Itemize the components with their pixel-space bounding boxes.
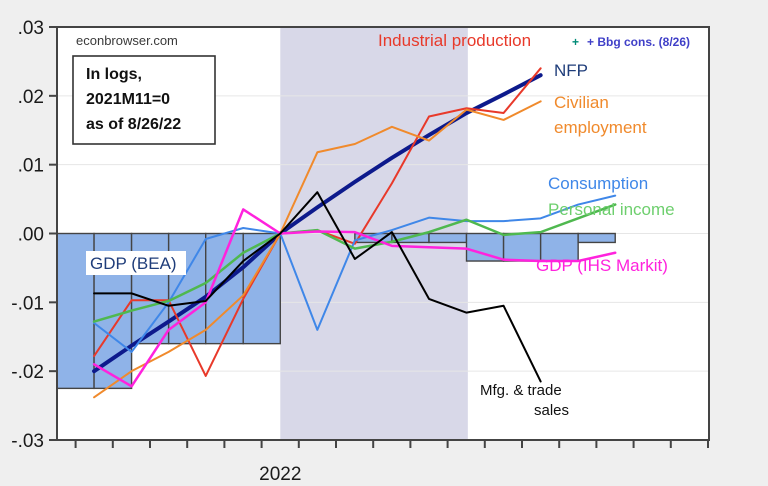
- series-path-civilian_employment: [93, 100, 542, 399]
- note-box-frame: [72, 55, 216, 145]
- x-axis-ticks: 2022: [74, 440, 709, 485]
- bbg-plus-icon: +: [572, 35, 579, 49]
- x-tick-label: 2022: [259, 464, 301, 485]
- gdp-bea-label-bg: [86, 251, 186, 275]
- gdp-bea-bar: [465, 232, 505, 262]
- plot-border: [56, 26, 710, 441]
- series-path-gdp_ihs_markit: [92, 208, 617, 388]
- series-path-mfg_trade_sales: [93, 191, 542, 383]
- gdp-bea-bar: [577, 232, 616, 244]
- label-mfg-trade-sales-2: sales: [534, 402, 569, 419]
- label-consumption: Consumption: [548, 174, 648, 193]
- label-civilian-employment-2: employment: [554, 118, 647, 137]
- series-path-nfp: [92, 73, 543, 374]
- label-gdp-ihs-markit: GDP (IHS Markit): [536, 256, 668, 275]
- y-tick-label: .00: [18, 225, 44, 246]
- series-path-consumption: [93, 194, 617, 353]
- gdp-bea-bar: [539, 232, 579, 262]
- gdp-bea-bar: [428, 232, 468, 244]
- note-line-1: In logs,: [86, 66, 142, 83]
- label-mfg-trade-sales-1: Mfg. & trade: [480, 382, 562, 399]
- y-tick-label: -.02: [11, 362, 44, 383]
- series-path-personal_income: [92, 203, 617, 323]
- label-nfp: NFP: [554, 61, 588, 80]
- site-watermark: econbrowser.com: [76, 33, 178, 48]
- label-bbg-consensus: + Bbg cons. (8/26): [587, 35, 690, 49]
- label-gdp-bea: GDP (BEA): [90, 254, 177, 273]
- gdp-bea-label-group: GDP (BEA): [86, 251, 186, 275]
- label-industrial-production: Industrial production: [378, 31, 531, 50]
- y-tick-label: .01: [18, 156, 44, 177]
- y-axis-ticks: .03 .02 .01 .00 -.01 -.02 -.03: [11, 18, 57, 452]
- note-box: In logs, 2021M11=0 as of 8/26/22: [72, 55, 216, 145]
- y-tick-label: -.03: [11, 431, 44, 452]
- note-line-3: as of 8/26/22: [86, 116, 181, 133]
- y-tick-label: -.01: [11, 293, 44, 314]
- label-civilian-employment-1: Civilian: [554, 93, 609, 112]
- note-line-2: 2021M11=0: [86, 91, 170, 108]
- y-tick-label: .03: [18, 18, 44, 39]
- bbg-consensus-legend: + + Bbg cons. (8/26): [572, 35, 690, 49]
- label-personal-income: Personal income: [548, 200, 675, 219]
- y-tick-label: .02: [18, 87, 44, 108]
- series-lines: [92, 67, 617, 399]
